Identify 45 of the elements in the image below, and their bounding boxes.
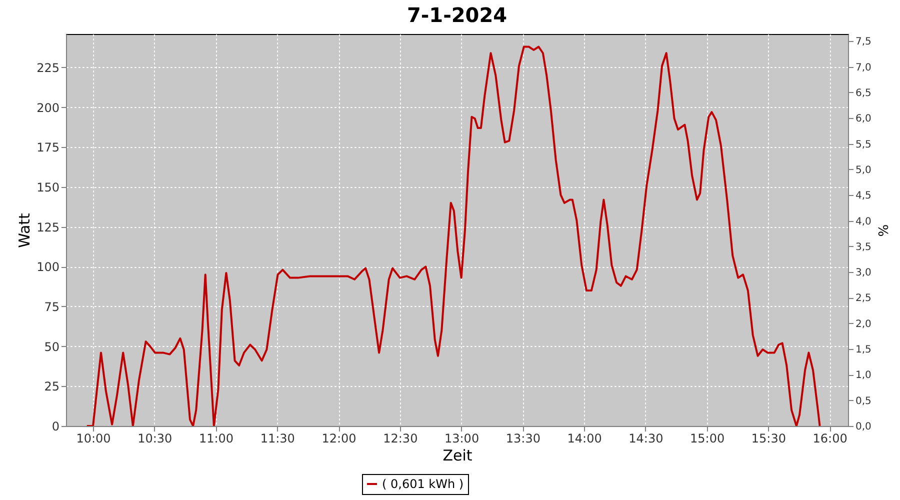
y-tick-label: 175 [36, 140, 60, 155]
x-tick-label: 12:30 [383, 432, 418, 446]
y2-tick-label: 5,0 [856, 164, 872, 176]
y2-tick-label: 3,0 [856, 268, 872, 279]
y2-tick-label: 3,5 [856, 242, 872, 253]
y2-tick-label: 1,5 [856, 344, 872, 356]
y2-tick-label: 7,0 [856, 62, 872, 74]
y2-tick-label: 2,5 [856, 293, 872, 304]
y-axis-title: Watt [16, 212, 34, 248]
x-tick-label: 11:00 [198, 432, 234, 446]
y-tick-label: 75 [44, 300, 60, 314]
y-tick-label: 50 [44, 340, 60, 354]
y2-tick-label: 0,0 [856, 422, 872, 432]
y2-tick-label: 6,5 [856, 88, 872, 99]
y-tick-label: 125 [36, 220, 60, 234]
y-tick-label: 100 [36, 260, 60, 274]
y2-tick-label: 4,5 [856, 190, 872, 202]
x-tick-label: 12:00 [322, 432, 356, 446]
y-tick-label: 150 [36, 180, 60, 194]
x-tick-label: 10:00 [76, 432, 111, 446]
y2-tick-label: 2,0 [856, 318, 872, 330]
y-tick-label: 0 [52, 420, 60, 434]
x-tick-label: 14:30 [628, 432, 664, 446]
legend-label: ( 0,601 kWh ) [382, 477, 464, 491]
line-series [86, 46, 821, 426]
y-tick-label: 200 [36, 100, 60, 115]
x-tick-label: 14:00 [567, 432, 602, 446]
y2-tick-label: 5,5 [856, 139, 872, 150]
y-tick-label: 225 [36, 60, 60, 75]
chart-title: 7-1-2024 [406, 3, 508, 27]
x-tick-label: 13:30 [506, 432, 540, 446]
y2-tick-label: 7,5 [856, 36, 872, 48]
y2-tick-label: 0,5 [856, 396, 872, 407]
x-tick-label: 10:30 [138, 432, 172, 446]
x-tick-label: 15:00 [690, 432, 725, 446]
x-tick-label: 11:30 [260, 432, 295, 446]
x-tick-label: 13:00 [444, 432, 480, 446]
x-tick-label: 16:00 [812, 432, 848, 446]
x-axis-title: Zeit [442, 446, 472, 464]
y2-tick-label: 4,0 [856, 216, 872, 228]
y-tick-label: 25 [44, 380, 60, 394]
y2-tick-label: 6,0 [856, 114, 872, 125]
y2-tick-label: 1,0 [856, 370, 872, 382]
y2-axis-title: % [874, 224, 890, 237]
x-tick-label: 15:30 [751, 432, 786, 446]
